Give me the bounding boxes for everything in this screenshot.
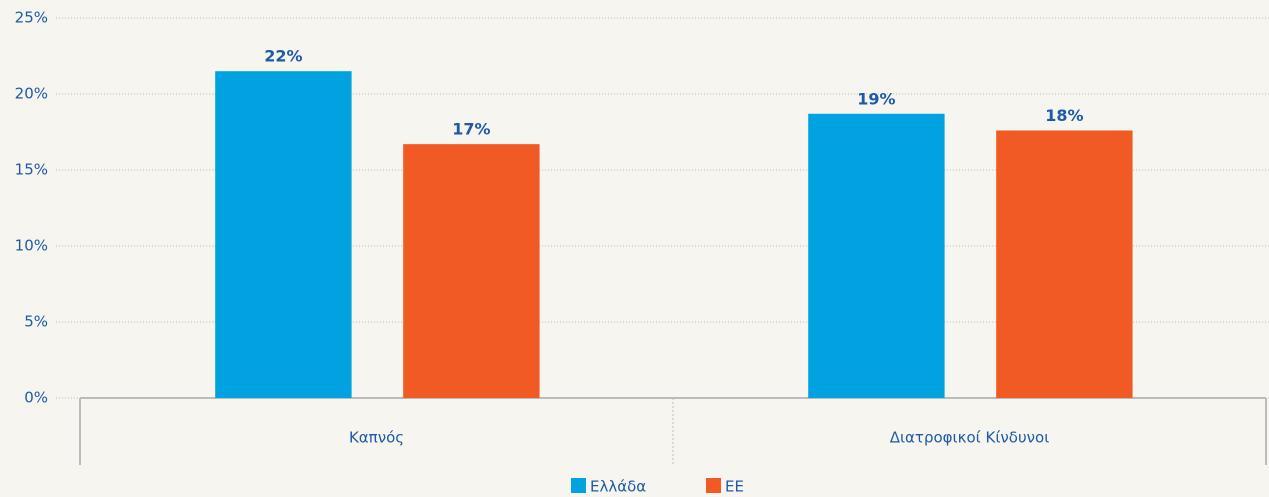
legend-swatch (571, 478, 586, 493)
x-tick-label: Διατροφικοί Κίνδυνοι (890, 429, 1050, 447)
y-tick-label: 25% (15, 9, 48, 27)
y-tick-label: 5% (24, 313, 48, 331)
y-tick-label: 10% (15, 237, 48, 255)
bar (808, 113, 945, 398)
legend-swatch (706, 478, 721, 493)
value-label: 18% (1045, 106, 1083, 125)
y-tick-label: 20% (15, 85, 48, 103)
value-label: 19% (857, 89, 895, 108)
x-tick-label: Καπνός (349, 429, 404, 447)
y-tick-label: 0% (24, 389, 48, 407)
y-tick-label: 15% (15, 161, 48, 179)
value-label: 22% (264, 47, 302, 66)
legend-label: Ελλάδα (590, 478, 646, 496)
legend-label: ΕΕ (725, 478, 744, 496)
value-label: 17% (452, 120, 490, 139)
bar (403, 144, 540, 398)
bar (996, 130, 1133, 399)
bar (215, 71, 352, 398)
